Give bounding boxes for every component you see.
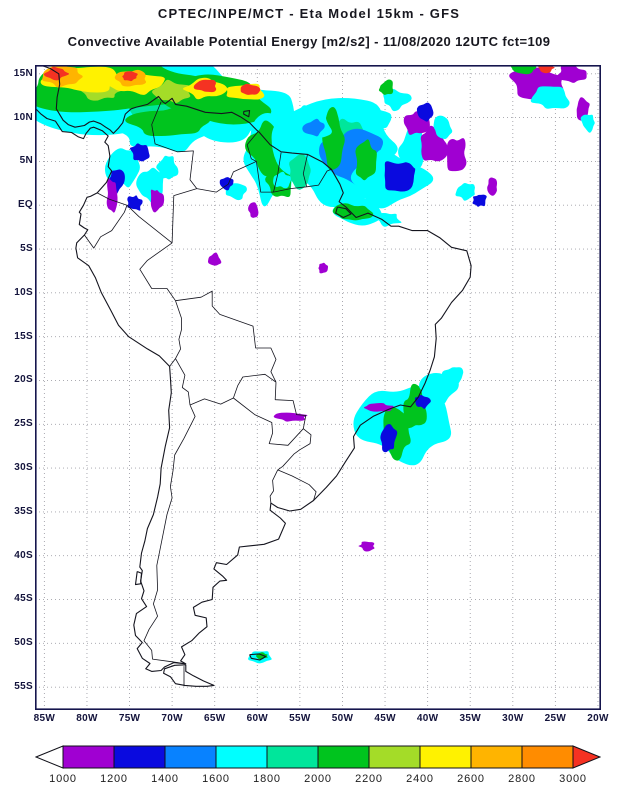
lat-label: 15N <box>13 67 33 79</box>
lon-label: 20W <box>587 713 609 724</box>
coastline <box>35 65 472 687</box>
colorbar-value: 2800 <box>508 773 536 785</box>
lon-label: 40W <box>416 713 439 724</box>
lat-label: EQ <box>17 199 33 211</box>
lon-label: 45W <box>374 713 396 724</box>
colorbar-value: 2400 <box>406 773 434 785</box>
country-borders <box>84 101 332 687</box>
colorbar-cell <box>266 745 319 769</box>
colorbar-cell <box>521 745 574 769</box>
lon-label: 60W <box>246 713 269 724</box>
lon-label: 80W <box>76 713 98 724</box>
lat-label: 40S <box>14 549 33 561</box>
colorbar-cell <box>164 745 217 769</box>
lat-label: 20S <box>14 374 33 386</box>
lon-label: 65W <box>204 713 226 724</box>
colorbar-value: 1800 <box>253 773 281 785</box>
colorbar-over-arrow <box>572 745 601 769</box>
colorbar-value: 1400 <box>151 773 179 785</box>
colorbar-value: 1200 <box>100 773 128 785</box>
lat-label: 55S <box>14 681 33 693</box>
colorbar-cell <box>113 745 166 769</box>
colorbar-cell <box>419 745 472 769</box>
lon-label: 85W <box>33 713 56 724</box>
lat-label: 50S <box>14 637 33 649</box>
lat-label: 5N <box>19 155 33 167</box>
south-america-map <box>35 65 601 710</box>
cape-shaded-field <box>35 65 595 664</box>
colorbar-value: 1000 <box>49 773 77 785</box>
lat-label: 5S <box>20 242 33 254</box>
colorbar-value: 2200 <box>355 773 383 785</box>
lon-label: 70W <box>161 713 183 724</box>
colorbar-value: 1600 <box>202 773 230 785</box>
lat-label: 45S <box>14 593 33 605</box>
colorbar-cell <box>215 745 268 769</box>
colorbar <box>35 745 601 769</box>
map-frame <box>35 65 601 710</box>
colorbar-value: 3000 <box>559 773 587 785</box>
colorbar-cell <box>317 745 370 769</box>
lon-label: 55W <box>289 713 311 724</box>
lon-label: 25W <box>544 713 567 724</box>
lat-label: 10S <box>14 286 33 298</box>
lat-label: 10N <box>13 111 33 123</box>
colorbar-value: 2000 <box>304 773 332 785</box>
lat-label: 25S <box>14 418 33 430</box>
latitude-axis: 15N 10N 5N EQ 5S 10S 15S 20S 25S 30S 35S 40S 45S 50S 5… <box>2 0 33 800</box>
colorbar-cell <box>368 745 421 769</box>
lat-label: 30S <box>14 461 33 473</box>
lon-label: 75W <box>118 713 141 724</box>
lon-label: 30W <box>502 713 524 724</box>
colorbar-under-arrow <box>35 745 64 769</box>
lat-label: 15S <box>14 330 33 342</box>
colorbar-cell <box>62 745 115 769</box>
colorbar-value: 2600 <box>457 773 485 785</box>
page-title: CPTEC/INPE/MCT - Eta Model 15km - GFS <box>157 6 461 21</box>
lon-label: 35W <box>459 713 481 724</box>
colorbar-cell <box>470 745 523 769</box>
lon-label: 50W <box>331 713 354 724</box>
page-subtitle: Convective Available Potential Energy [m… <box>67 34 551 49</box>
lat-label: 35S <box>14 505 33 517</box>
